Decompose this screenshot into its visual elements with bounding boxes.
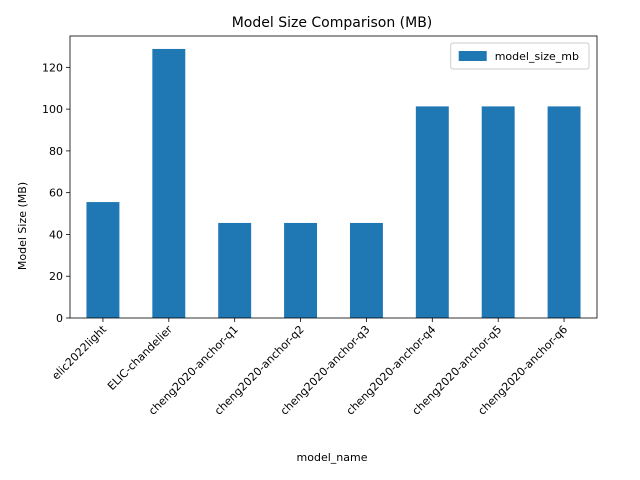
bar-4: [349, 222, 383, 318]
plot-frame: [69, 35, 598, 319]
bar-6: [481, 106, 515, 318]
y-axis-label: Model Size (MB): [16, 182, 29, 270]
legend-swatch: [458, 51, 487, 61]
y-tick-label-4: 80: [49, 145, 63, 158]
bar-3: [284, 222, 318, 318]
bar-5: [415, 106, 449, 318]
y-tick-label-1: 20: [49, 270, 63, 283]
bar-7: [547, 106, 581, 318]
y-tick-label-2: 40: [49, 228, 63, 241]
y-tick-label-3: 60: [49, 187, 63, 200]
bar-0: [86, 202, 120, 318]
legend-label: model_size_mb: [495, 50, 579, 63]
y-tick-label-6: 120: [42, 61, 63, 74]
x-tick-label-0: elic2022light: [49, 322, 109, 382]
y-tick-label-0: 0: [56, 312, 63, 325]
chart-title: Model Size Comparison (MB): [232, 15, 433, 31]
x-axis-label: model_name: [297, 451, 368, 464]
y-axis: 0 20 40 60 80 100 120: [42, 61, 70, 325]
legend-box: [450, 42, 590, 70]
y-tick-label-5: 100: [42, 103, 63, 116]
bar-2: [218, 222, 252, 318]
bar-1: [152, 48, 186, 318]
x-axis: elic2022lightELIC-chandeliercheng2020-an…: [49, 318, 570, 418]
bars-group: [86, 48, 581, 318]
legend: model_size_mb: [450, 42, 590, 70]
x-tick-label-1: ELIC-chandelier: [105, 323, 175, 393]
